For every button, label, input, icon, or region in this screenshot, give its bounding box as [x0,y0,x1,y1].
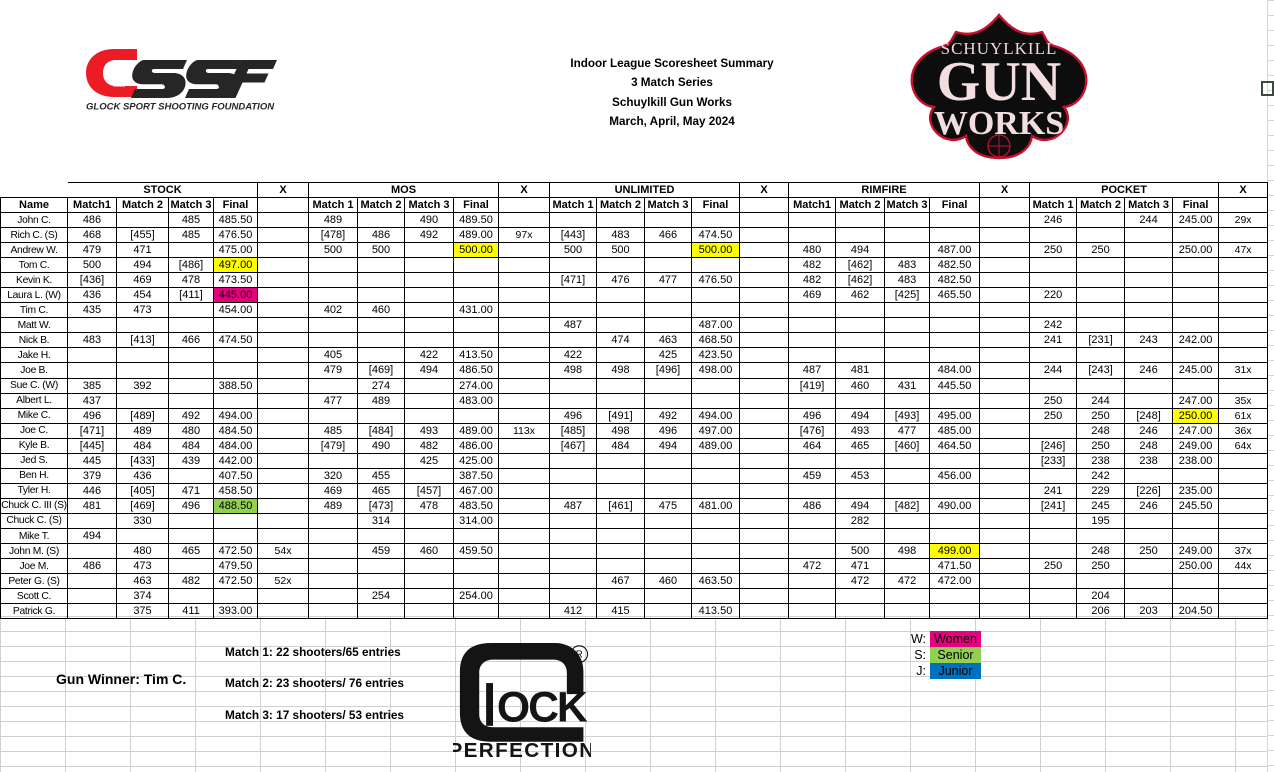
svg-text:GUN: GUN [937,51,1061,113]
svg-text:GLOCK SPORT SHOOTING FOUNDATIO: GLOCK SPORT SHOOTING FOUNDATION [86,102,275,113]
svg-text:OCK: OCK [497,684,588,732]
svg-text:PERFECTION: PERFECTION [453,739,591,762]
svg-text:R: R [576,650,583,661]
